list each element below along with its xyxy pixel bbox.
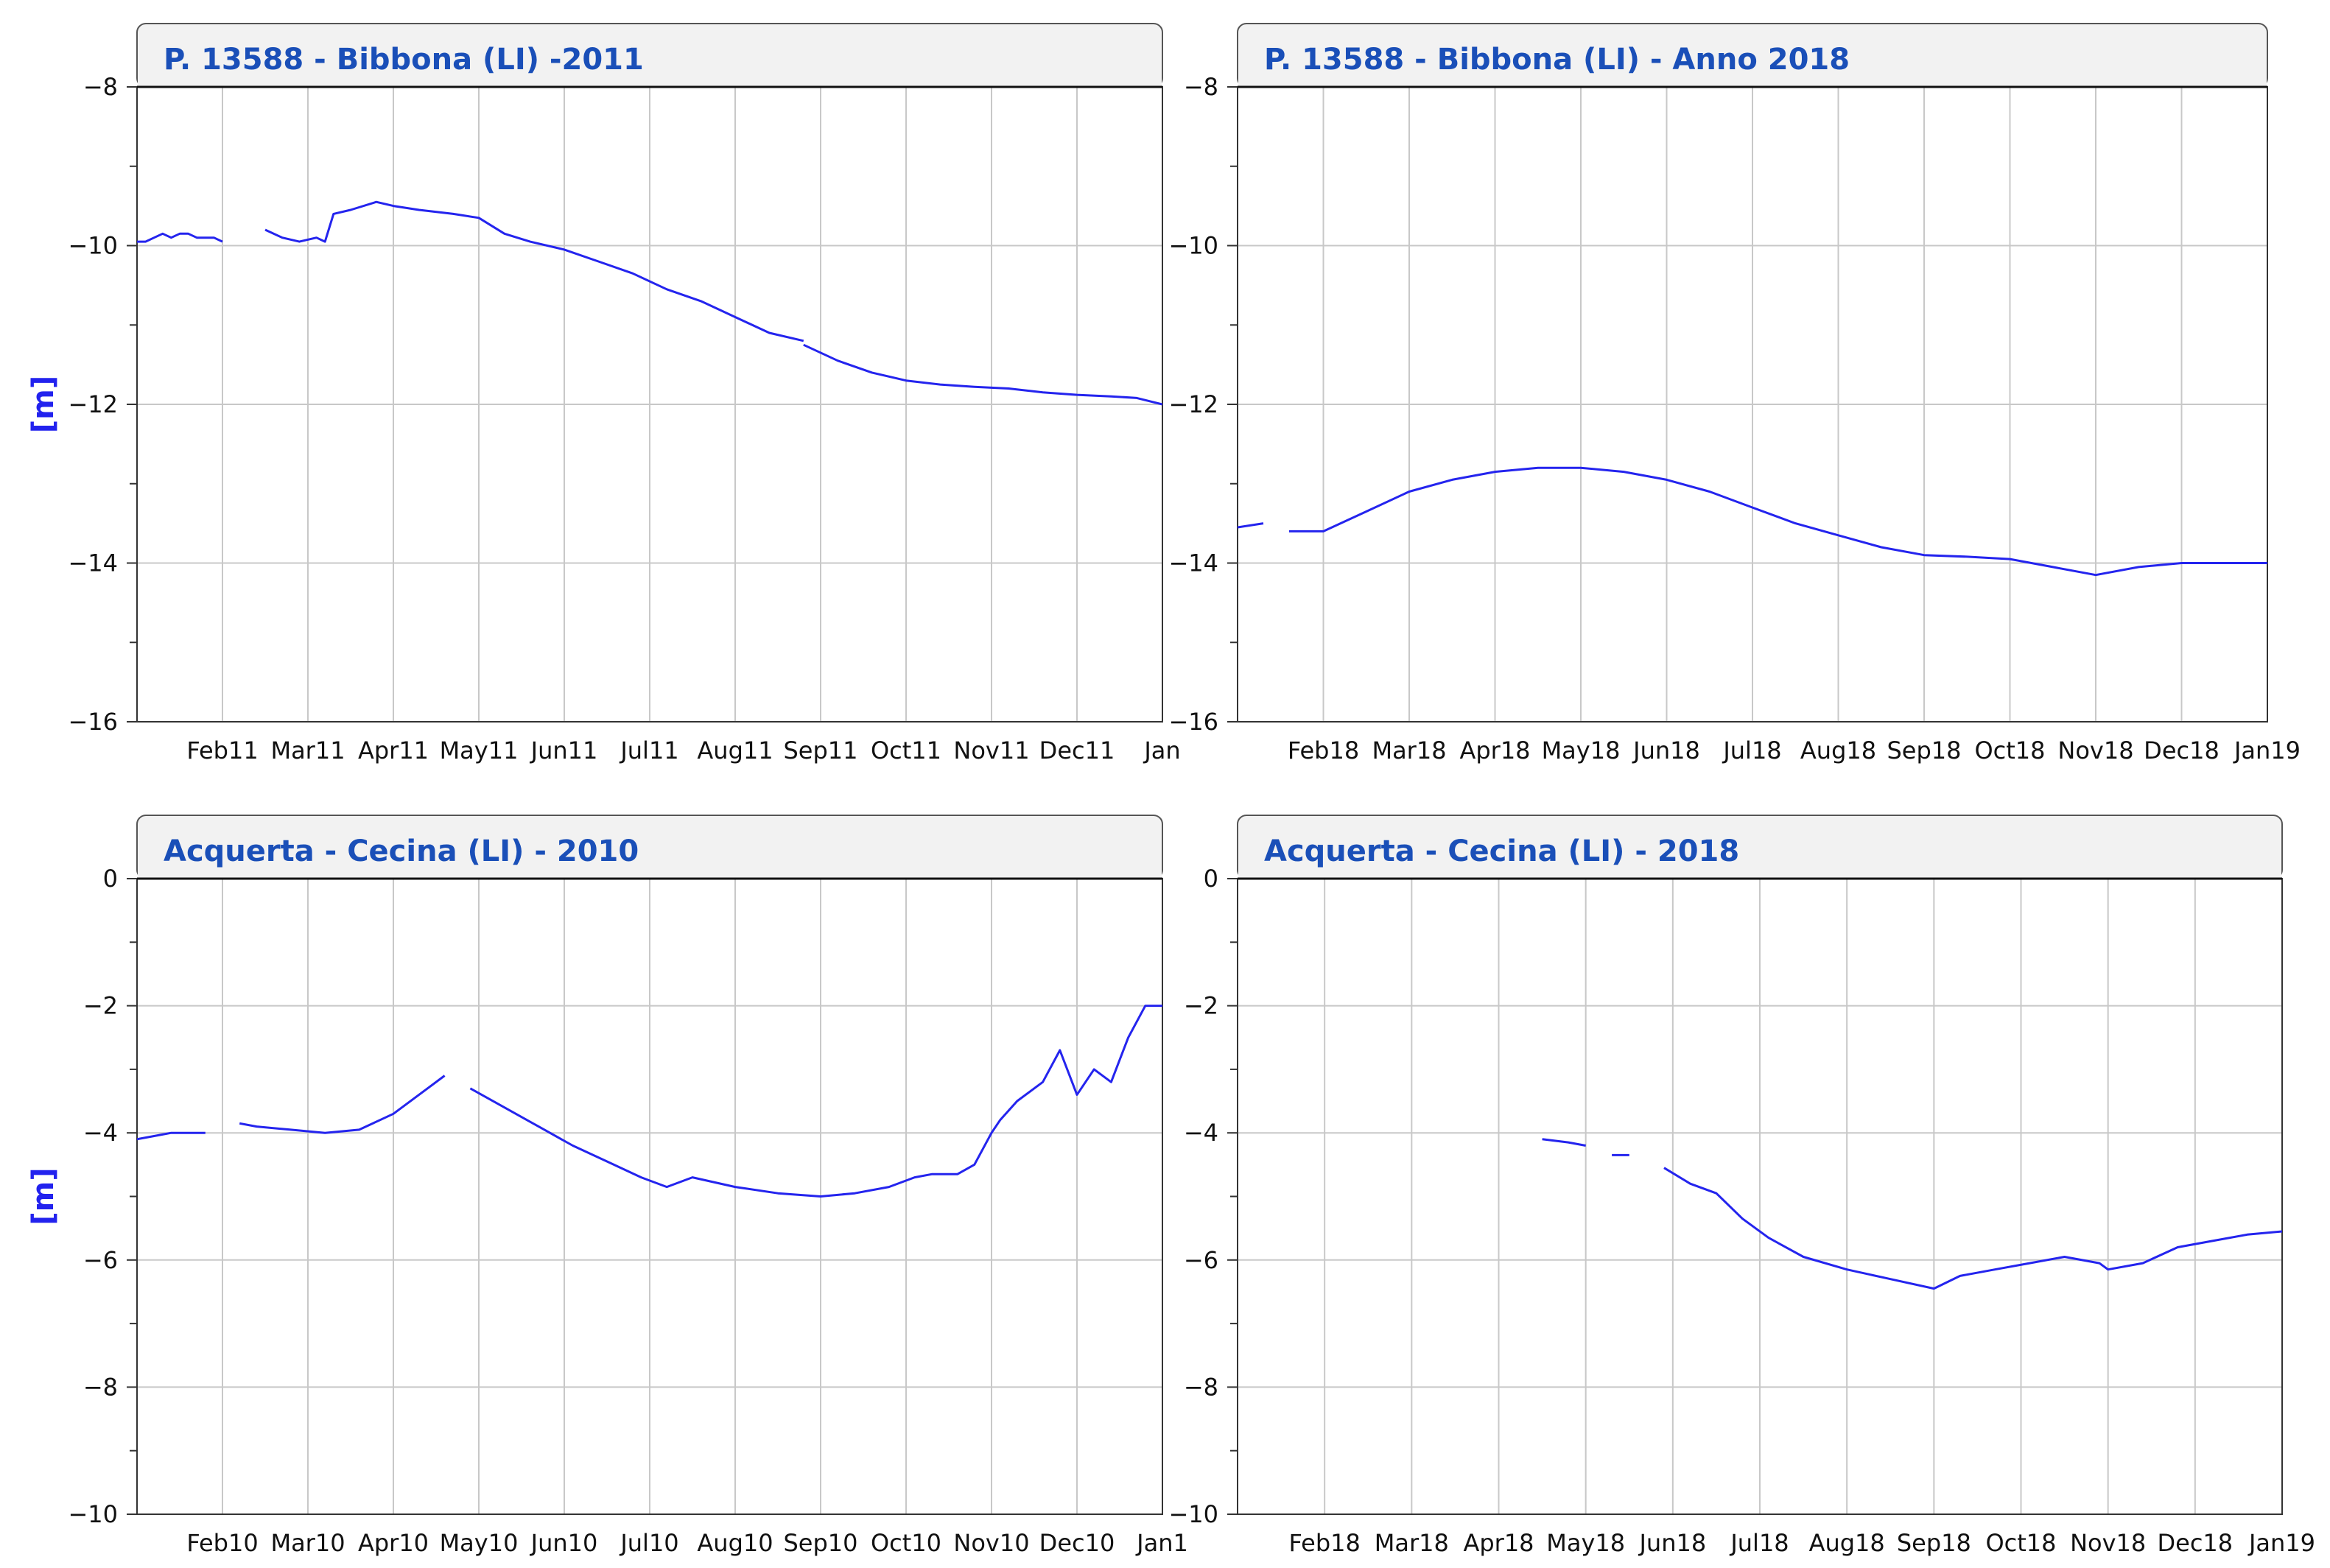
x-tick-label: May18 [1542, 736, 1621, 764]
x-tick-label: Feb10 [186, 1529, 258, 1557]
x-tick-label: May18 [1546, 1529, 1625, 1557]
x-tick-label: Nov18 [2070, 1529, 2146, 1557]
series-line-segment-1 [1151, 1242, 1238, 1245]
series-line-segment-1 [1238, 522, 1264, 529]
series-line-segment-4 [1663, 1167, 2282, 1290]
y-tick-label: −12 [1168, 390, 1218, 418]
x-tick-label: Mar10 [270, 1529, 345, 1557]
y-tick-label: −14 [1168, 549, 1218, 577]
x-tick-label: Sep11 [783, 736, 857, 764]
chart-title: P. 13588 - Bibbona (LI) - Anno 2018 [1264, 43, 1850, 77]
x-tick-label: Nov10 [953, 1529, 1029, 1557]
y-tick-label: −10 [1168, 232, 1218, 260]
series-line-segment-2 [1542, 1138, 1586, 1147]
x-tick-label: Apr18 [1459, 736, 1530, 764]
y-tick-label: −8 [83, 1373, 118, 1401]
y-axis-label: [m] [27, 376, 60, 433]
y-tick-label: −10 [1168, 1500, 1218, 1528]
y-tick-label: −12 [68, 390, 118, 418]
chart-title: Acquerta - Cecina (LI) - 2018 [1264, 834, 1739, 868]
x-tick-label: Aug10 [697, 1529, 773, 1557]
y-tick-label: −8 [83, 73, 118, 101]
chart-title-bar-base [138, 868, 1162, 878]
x-tick-label: Aug11 [697, 736, 773, 764]
x-tick-label: Apr10 [358, 1529, 429, 1557]
x-tick-label: Jun18 [1638, 1529, 1706, 1557]
series-line-segment-2 [1288, 466, 2267, 577]
series-line-segment-2 [239, 1075, 446, 1134]
x-tick-label: May10 [440, 1529, 519, 1557]
x-tick-label: Aug18 [1800, 736, 1876, 764]
x-tick-label: Oct11 [871, 736, 941, 764]
x-tick-label: Sep18 [1887, 736, 1961, 764]
y-tick-label: −10 [68, 1500, 118, 1528]
x-tick-label: Feb18 [1288, 1529, 1360, 1557]
y-tick-label: −16 [1168, 708, 1218, 736]
x-tick-label: Sep18 [1897, 1529, 1971, 1557]
x-tick-label: Jul18 [1729, 1529, 1789, 1557]
x-tick-label: Jan19 [2247, 1529, 2315, 1557]
chart-title-bar-base [1238, 77, 2267, 86]
x-tick-label: Jan1 [1135, 1529, 1188, 1557]
x-tick-label: Jul10 [619, 1529, 678, 1557]
x-tick-label: Mar11 [270, 736, 345, 764]
chart-title-bar-base [1238, 868, 2281, 878]
x-tick-label: May11 [440, 736, 519, 764]
x-tick-label: Oct18 [1985, 1529, 2056, 1557]
series-line-segment-1 [137, 232, 223, 243]
chart-panel-2: −8 −10 −12 −14 −16 Feb18 Mar18 Apr18 May18 Jun18 J… [1168, 23, 2301, 764]
x-tick-label: Dec10 [1039, 1529, 1115, 1557]
y-tick-label: −6 [83, 1246, 118, 1274]
y-tick-label: −2 [83, 992, 118, 1020]
chart-title-bar-base [138, 77, 1162, 86]
y-tick-label: −4 [83, 1119, 118, 1147]
x-tick-label: Jun18 [1632, 736, 1700, 764]
x-tick-label: Jan [1143, 736, 1180, 764]
x-tick-label: Jul18 [1722, 736, 1781, 764]
y-tick-label: −8 [1184, 1373, 1218, 1401]
x-tick-label: Sep10 [783, 1529, 857, 1557]
x-tick-label: Oct10 [871, 1529, 941, 1557]
chart-panel-1: −8 −10 −12 −14 −16 Feb11 Mar11 Apr11 May11 Jun11 J… [27, 23, 1181, 764]
x-tick-label: Feb18 [1288, 736, 1359, 764]
y-tick-label: −14 [68, 549, 118, 577]
series-line-segment-1 [137, 1131, 206, 1141]
series-line-segment-3 [803, 343, 1162, 406]
x-tick-label: Dec11 [1039, 736, 1115, 764]
x-tick-label: Mar18 [1375, 1529, 1449, 1557]
y-tick-label: −2 [1184, 992, 1218, 1020]
x-tick-label: Jun11 [530, 736, 598, 764]
y-tick-label: 0 [103, 865, 118, 893]
chart-title: P. 13588 - Bibbona (LI) -2011 [164, 43, 644, 77]
x-tick-label: Feb11 [186, 736, 258, 764]
series-line-segment-3 [469, 1005, 1162, 1198]
x-tick-label: Jan19 [2233, 736, 2301, 764]
y-axis-label: [m] [27, 1167, 60, 1225]
series-line-segment-2 [264, 200, 804, 342]
y-tick-label: −4 [1184, 1119, 1218, 1147]
x-tick-label: Nov18 [2057, 736, 2133, 764]
x-tick-label: Apr18 [1463, 1529, 1534, 1557]
x-tick-label: Dec18 [2144, 736, 2220, 764]
chart-panel-3: 0 −2 −4 −6 −8 −10 Feb10 Mar10 Apr10 May10 Jun10 Jul… [27, 815, 1188, 1557]
y-tick-label: −16 [68, 708, 118, 736]
chart-title: Acquerta - Cecina (LI) - 2010 [164, 834, 639, 868]
x-tick-label: Apr11 [358, 736, 429, 764]
y-tick-label: 0 [1204, 865, 1218, 893]
chart-panel-4: 0 −2 −4 −6 −8 −10 Feb18 Mar18 Apr18 May18 Jun18 Jul… [1151, 815, 2315, 1557]
x-tick-label: Oct18 [1974, 736, 2045, 764]
x-tick-label: Jul11 [619, 736, 678, 764]
x-tick-label: Aug18 [1809, 1529, 1885, 1557]
x-tick-label: Dec18 [2158, 1529, 2233, 1557]
x-tick-label: Mar18 [1372, 736, 1446, 764]
x-tick-label: Jun10 [530, 1529, 598, 1557]
x-tick-label: Nov11 [953, 736, 1029, 764]
y-tick-label: −8 [1184, 73, 1218, 101]
y-tick-label: −10 [68, 232, 118, 260]
y-tick-label: −6 [1184, 1246, 1218, 1274]
